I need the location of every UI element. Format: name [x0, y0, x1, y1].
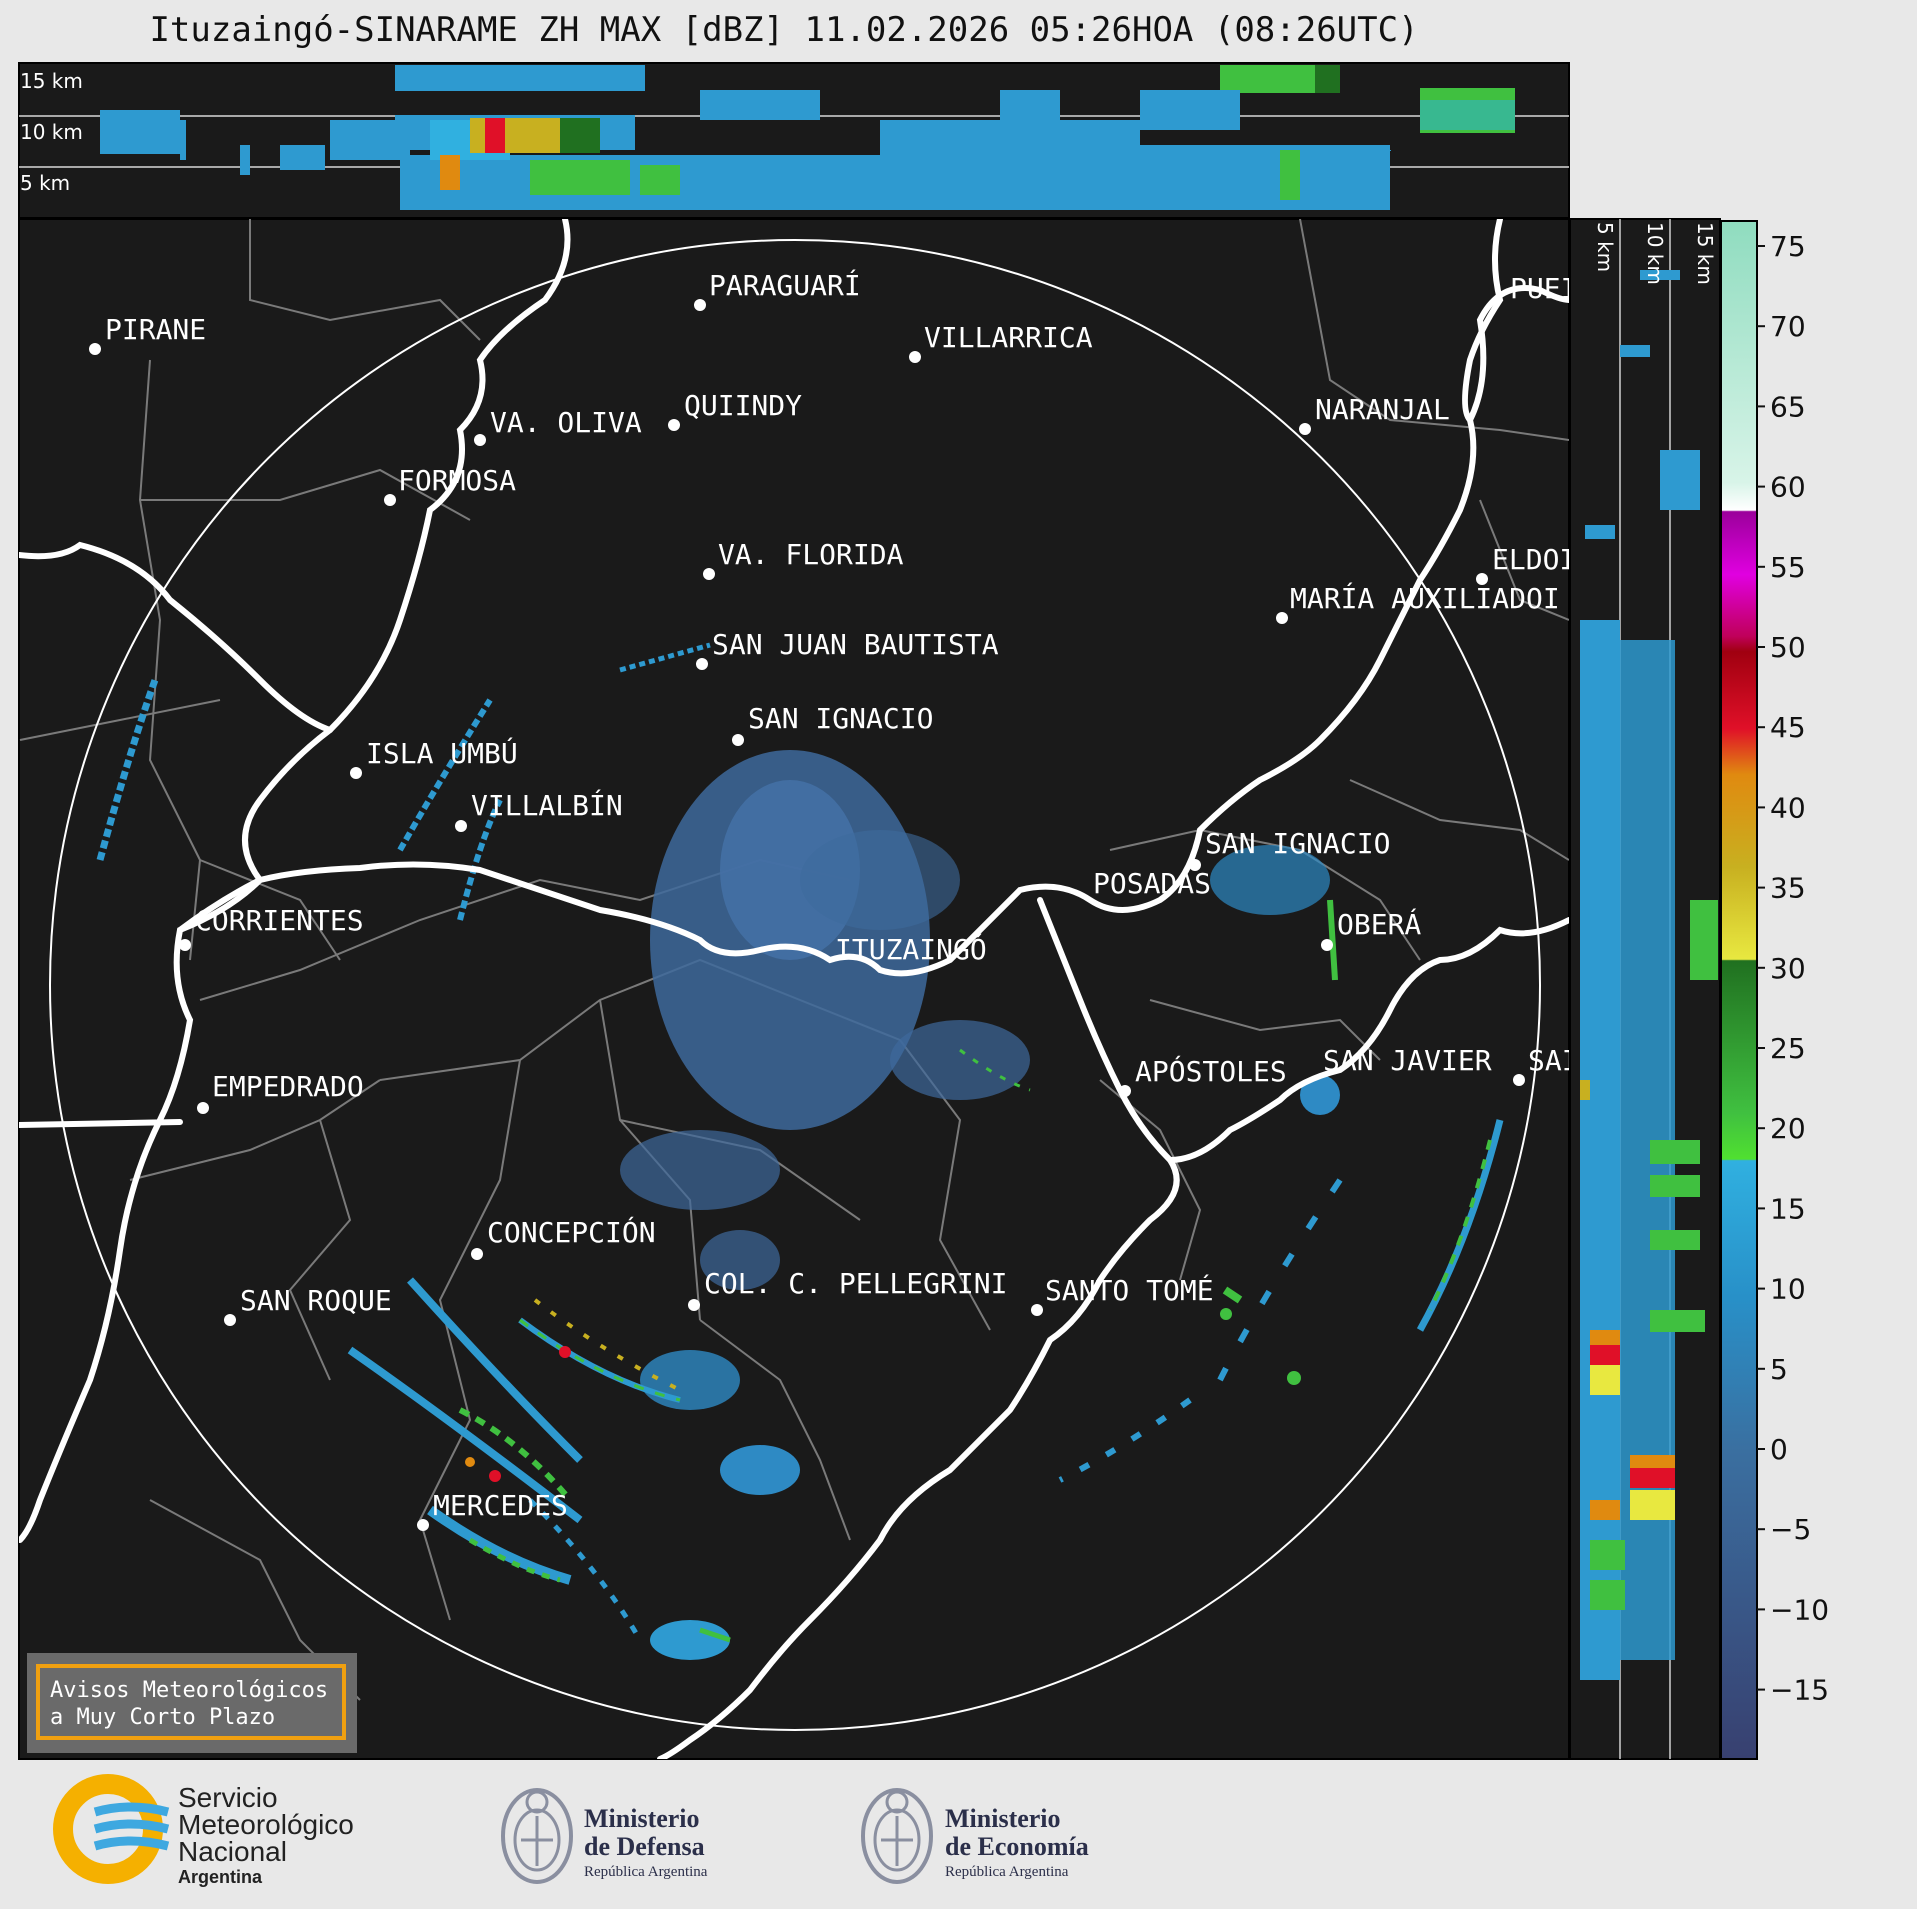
- colorbar-tick-label: 25: [1770, 1032, 1806, 1065]
- top-label-15km: 15 km: [20, 69, 83, 93]
- city-markers: [89, 299, 1525, 1531]
- smn-line1: Servicio: [178, 1782, 278, 1813]
- city-label: NARANJAL: [1315, 393, 1450, 426]
- economia-seal-icon: [861, 1788, 933, 1884]
- side-echoes: [1580, 270, 1718, 1680]
- city-label: VILLALBÍN: [471, 788, 623, 822]
- city-label: PARAGUARÍ: [709, 268, 861, 302]
- alert-box[interactable]: Avisos Meteorológicos a Muy Corto Plazo: [27, 1653, 357, 1753]
- top-echoes: [100, 65, 1515, 210]
- range-ring: [49, 239, 1541, 1731]
- side-label-15km: 15 km: [1693, 222, 1717, 285]
- colorbar-tick-label: 30: [1770, 952, 1806, 985]
- city-label: MARÍA AUXILIADOI: [1290, 581, 1560, 615]
- smn-logo-icon: [53, 1774, 170, 1884]
- city-label: CORRIENTES: [195, 904, 364, 937]
- side-label-5km: 5 km: [1593, 222, 1617, 272]
- map-panel: PIRANE PARAGUARÍ VILLARRICA QUIINDY VA. …: [18, 218, 1579, 1760]
- colorbar-tick-label: −15: [1770, 1674, 1829, 1707]
- colorbar-tick-label: 50: [1770, 631, 1806, 664]
- colorbar-tick-label: 40: [1770, 791, 1806, 824]
- colorbar-tick-label: 15: [1770, 1192, 1806, 1225]
- colorbar-tick-label: 45: [1770, 711, 1806, 744]
- footer-logos-graphics: [53, 1774, 933, 1884]
- city-label: FORMOSA: [398, 464, 516, 497]
- colorbar-tick-label: 55: [1770, 551, 1806, 584]
- city-label: SAN IGNACIO: [748, 702, 933, 735]
- city-label: CONCEPCIÓN: [487, 1215, 656, 1249]
- radar-site-label: ITUZAINGÓ: [835, 932, 987, 966]
- chart-title: Ituzaingó-SINARAME ZH MAX [dBZ] 11.02.20…: [149, 10, 1419, 50]
- city-label: VA. OLIVA: [490, 406, 642, 439]
- city-label: COL. C. PELLEGRINI: [704, 1267, 1007, 1300]
- city-label: VILLARRICA: [924, 321, 1093, 354]
- smn-line4: Argentina: [178, 1867, 263, 1887]
- city-label: SAN ROQUE: [240, 1284, 392, 1317]
- footer: Servicio Meteorológico Nacional Argentin…: [0, 1760, 1917, 1909]
- economia-line3: República Argentina: [945, 1864, 1069, 1880]
- colorbar-tick-label: 65: [1770, 390, 1806, 423]
- top-label-10km: 10 km: [20, 120, 83, 144]
- colorbar-tick-label: 70: [1770, 310, 1806, 343]
- city-label: PUEI: [1510, 272, 1577, 305]
- smn-line2: Meteorológico: [178, 1809, 354, 1840]
- top-height-panel: 15 km 10 km 5 km: [18, 62, 1570, 219]
- economia-line2: de Economía: [945, 1832, 1089, 1861]
- colorbar-tick-label: 10: [1770, 1273, 1806, 1306]
- side-height-panel: 5 km 10 km 15 km: [1569, 218, 1721, 1760]
- defensa-line2: de Defensa: [584, 1832, 705, 1861]
- city-label: SAN IGNACIO: [1205, 827, 1390, 860]
- defensa-line1: Ministerio: [584, 1804, 700, 1833]
- economia-line1: Ministerio: [945, 1804, 1061, 1833]
- city-label: SAI: [1528, 1044, 1579, 1077]
- colorbar-tick-label: −5: [1770, 1513, 1811, 1546]
- colorbar-tick-label: 35: [1770, 872, 1806, 905]
- alert-box-line1: Avisos Meteorológicos: [50, 1678, 328, 1703]
- city-label: ELDOI: [1492, 543, 1576, 576]
- city-label: EMPEDRADO: [212, 1070, 364, 1103]
- city-label: QUIINDY: [684, 389, 802, 422]
- city-label: OBERÁ: [1337, 907, 1421, 941]
- city-label: VA. FLORIDA: [718, 538, 904, 571]
- colorbar-tick-label: 0: [1770, 1433, 1788, 1466]
- colorbar-tick-label: 5: [1770, 1353, 1788, 1386]
- top-label-5km: 5 km: [20, 171, 70, 195]
- city-label: ISLA UMBÚ: [366, 736, 518, 770]
- radar-echoes: [96, 642, 1504, 1660]
- defensa-line3: República Argentina: [584, 1864, 708, 1880]
- defensa-seal-icon: [501, 1788, 573, 1884]
- city-label: PIRANE: [105, 313, 206, 346]
- colorbar-tick-label: 75: [1770, 230, 1806, 263]
- radar-figure: 15 km 10 km 5 km: [18, 62, 1829, 1760]
- side-label-10km: 10 km: [1643, 222, 1667, 285]
- city-label: POSADAS: [1093, 867, 1211, 900]
- colorbar-tick-label: 20: [1770, 1112, 1806, 1145]
- city-label: APÓSTOLES: [1135, 1054, 1287, 1088]
- colorbar-gradient: [1720, 220, 1758, 1760]
- colorbar-tick-label: −10: [1770, 1593, 1829, 1626]
- city-label: SANTO TOMÉ: [1045, 1273, 1214, 1307]
- city-label: SAN JAVIER: [1323, 1044, 1492, 1077]
- city-label: SAN JUAN BAUTISTA: [712, 628, 999, 661]
- alert-box-line2: a Muy Corto Plazo: [50, 1705, 275, 1730]
- city-label: MERCEDES: [433, 1489, 568, 1522]
- colorbar-tick-label: 60: [1770, 471, 1806, 504]
- smn-line3: Nacional: [178, 1836, 287, 1867]
- city-labels: PIRANE PARAGUARÍ VILLARRICA QUIINDY VA. …: [105, 268, 1579, 1522]
